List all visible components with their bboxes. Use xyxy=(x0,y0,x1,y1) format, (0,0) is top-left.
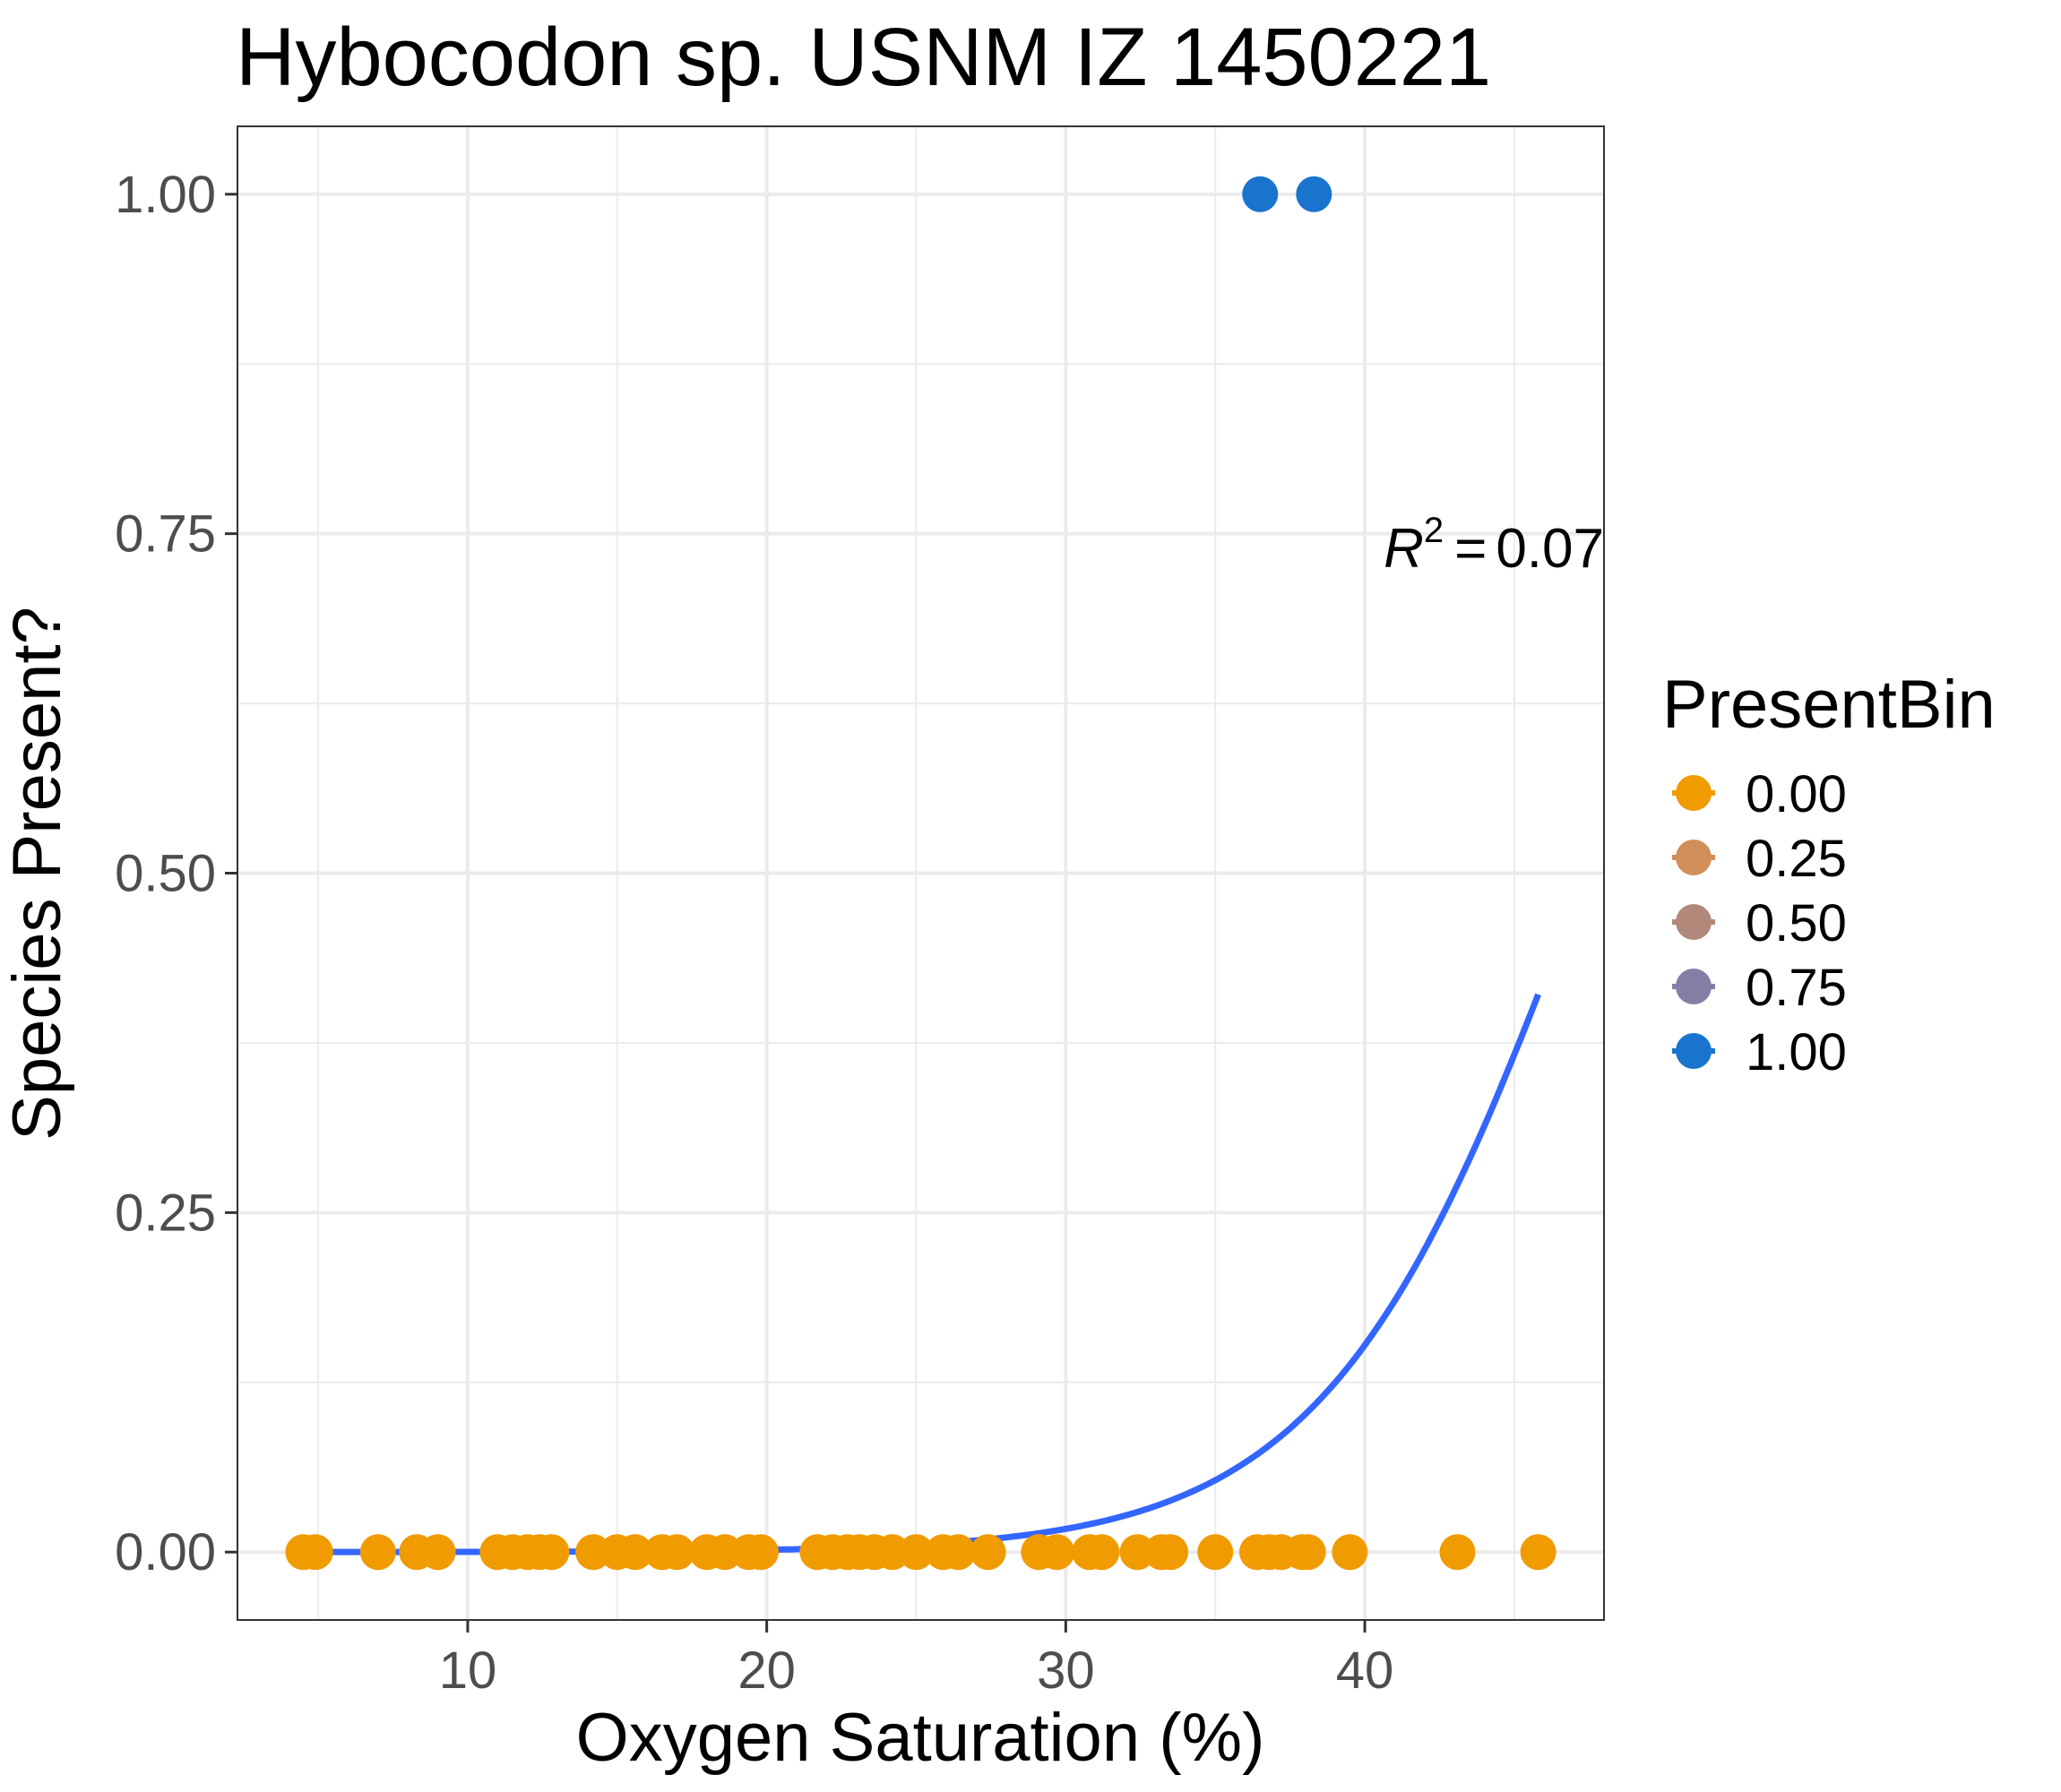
y-tick-label: 0.25 xyxy=(115,1184,216,1242)
legend-entry: 0.50 xyxy=(1672,894,1847,952)
r-exponent: 2 xyxy=(1424,511,1444,550)
data-point-absent xyxy=(659,1534,695,1571)
data-point-absent xyxy=(1289,1534,1326,1571)
logistic-fit-curve xyxy=(303,993,1541,1555)
legend-entry: 1.00 xyxy=(1672,1023,1847,1081)
legend-entry: 0.75 xyxy=(1672,959,1847,1017)
legend-entry: 0.00 xyxy=(1672,765,1847,823)
chart-title: Hybocodon sp. USNM IZ 1450221 xyxy=(236,12,1491,103)
data-point-absent xyxy=(1039,1534,1075,1571)
legend-entry: 0.25 xyxy=(1672,830,1847,888)
data-point-absent xyxy=(970,1534,1006,1571)
y-tick-label: 0.50 xyxy=(115,845,216,903)
y-axis-title: Species Present? xyxy=(0,607,75,1141)
data-point-absent xyxy=(1332,1534,1368,1571)
data-points xyxy=(285,176,1557,1571)
r-equals: = xyxy=(1454,518,1487,580)
y-tick-label: 0.00 xyxy=(115,1523,216,1581)
fit-curve-layer xyxy=(303,993,1541,1555)
data-point-absent xyxy=(419,1534,456,1571)
data-point-absent xyxy=(1083,1534,1120,1571)
x-axis: 10 20 30 40 xyxy=(439,1620,1394,1700)
legend-label: 0.00 xyxy=(1746,765,1847,823)
r-symbol: R xyxy=(1384,518,1424,580)
x-axis-title: Oxygen Saturation (%) xyxy=(576,1700,1265,1776)
legend-label: 0.75 xyxy=(1746,959,1847,1017)
data-point-present xyxy=(1296,176,1332,212)
r-value: 0.07 xyxy=(1496,518,1604,580)
legend-label: 1.00 xyxy=(1746,1023,1847,1081)
legend: PresentBin 0.00 0.25 0.50 0.75 1.00 xyxy=(1662,667,1996,1081)
legend-label: 0.25 xyxy=(1746,830,1847,888)
data-point-absent xyxy=(533,1534,570,1571)
legend-key-point xyxy=(1676,904,1712,940)
x-tick-label: 20 xyxy=(737,1641,796,1700)
data-point-absent xyxy=(1152,1534,1189,1571)
data-point-absent xyxy=(1439,1534,1476,1571)
legend-key-point xyxy=(1676,775,1712,811)
data-point-absent xyxy=(1520,1534,1557,1571)
legend-entries: 0.00 0.25 0.50 0.75 1.00 xyxy=(1672,765,1847,1081)
data-point-absent xyxy=(617,1534,653,1571)
grid xyxy=(237,126,1604,1620)
y-axis: 0.00 0.25 0.50 0.75 1.00 xyxy=(115,166,237,1581)
x-tick-label: 40 xyxy=(1336,1641,1394,1700)
x-tick-label: 10 xyxy=(439,1641,497,1700)
legend-title: PresentBin xyxy=(1662,667,1996,743)
y-tick-label: 1.00 xyxy=(115,166,216,224)
x-tick-label: 30 xyxy=(1037,1641,1095,1700)
y-tick-label: 0.75 xyxy=(115,505,216,564)
data-point-absent xyxy=(940,1534,977,1571)
legend-key-point xyxy=(1676,969,1712,1004)
data-point-absent xyxy=(297,1534,333,1571)
data-point-absent xyxy=(359,1534,396,1571)
legend-key-point xyxy=(1676,840,1712,875)
legend-key-point xyxy=(1676,1033,1712,1069)
data-point-absent xyxy=(1197,1534,1234,1571)
data-point-present xyxy=(1242,176,1279,212)
data-point-absent xyxy=(742,1534,779,1571)
legend-label: 0.50 xyxy=(1746,894,1847,952)
data-point-absent xyxy=(898,1534,935,1571)
r-squared-annotation: R2 = 0.07 xyxy=(1384,511,1604,580)
